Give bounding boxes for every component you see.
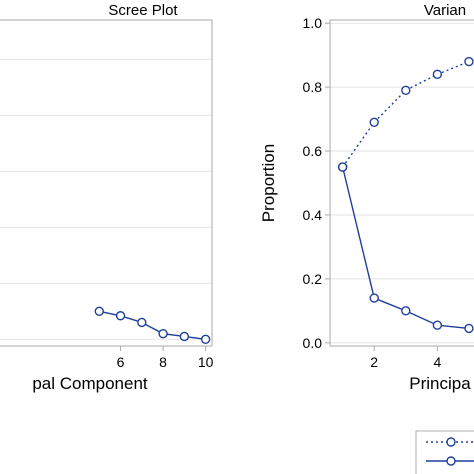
series-line-1	[341, 166, 470, 330]
variance-plot-y-axis-label: Proportion	[259, 144, 278, 222]
y-tick-label-0: 0.0	[303, 335, 323, 351]
scree-plot-x-ticks: 6 8 10	[117, 346, 214, 370]
y-tick-label-3: 0.6	[303, 143, 323, 159]
variance-plot-gridlines	[330, 22, 474, 344]
scree-plot-x-axis-label: pal Component	[32, 374, 148, 393]
series-1-point-1	[369, 293, 379, 303]
scree-plot-series	[94, 306, 211, 344]
variance-plot-frame	[329, 19, 474, 347]
y-tick-label-5: 1.0	[303, 15, 323, 31]
variance-plot-title: Varian	[424, 2, 466, 19]
series-0-point-3	[158, 328, 168, 339]
series-0-point-3	[432, 69, 443, 80]
legend	[415, 430, 474, 474]
series-0-point-2	[401, 85, 411, 96]
x-tick-label-0: 6	[117, 354, 125, 370]
x-tick-label-0: 2	[370, 354, 378, 370]
series-line-0	[99, 310, 206, 340]
scree-plot-gridlines	[0, 58, 212, 340]
series-1-point-2	[401, 306, 411, 316]
scree-plot-frame	[0, 19, 213, 347]
scree-plot-panel: 6 8 10 Scree Plot pal Component	[0, 2, 214, 393]
series-0-point-0	[94, 306, 104, 316]
series-1-point-3	[432, 320, 443, 330]
variance-plot-y-ticks: 0.0 0.2 0.4 0.6 0.8 1.0	[303, 15, 330, 351]
y-tick-label-2: 0.4	[303, 207, 323, 223]
series-0-point-2	[137, 317, 147, 328]
x-tick-label-1: 4	[433, 354, 441, 370]
legend-box	[415, 430, 474, 474]
series-0-point-5	[200, 334, 211, 344]
x-tick-label-1: 8	[159, 354, 167, 370]
series-0-point-1	[115, 311, 126, 321]
series-1-point-0	[337, 162, 348, 172]
y-tick-label-4: 0.8	[303, 79, 323, 95]
series-0-point-4	[464, 56, 474, 67]
legend-marker-0	[446, 437, 456, 447]
scree-plot-title: Scree Plot	[108, 2, 178, 19]
series-0-point-1	[369, 117, 379, 127]
variance-plot-series	[337, 56, 474, 334]
legend-marker-1	[446, 456, 456, 466]
variance-plot-x-axis-label: Principa	[409, 374, 471, 393]
series-line-0	[342, 60, 470, 168]
y-tick-label-1: 0.2	[303, 271, 323, 287]
series-1-point-4	[464, 323, 474, 334]
x-tick-label-2: 10	[198, 354, 214, 370]
series-0-point-4	[179, 331, 190, 342]
legend-items	[426, 437, 474, 466]
